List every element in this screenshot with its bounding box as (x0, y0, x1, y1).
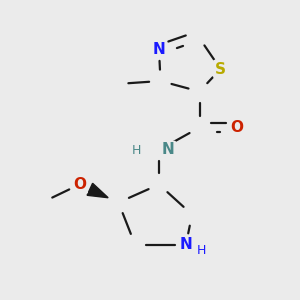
Text: O: O (73, 177, 86, 192)
Text: H: H (132, 143, 141, 157)
Text: S: S (215, 61, 226, 76)
Polygon shape (87, 183, 108, 198)
Text: H: H (196, 244, 206, 257)
Text: O: O (73, 177, 86, 192)
Text: N: N (162, 142, 174, 158)
Text: N: N (180, 237, 192, 252)
Text: O: O (230, 120, 244, 135)
Text: N: N (153, 42, 165, 57)
